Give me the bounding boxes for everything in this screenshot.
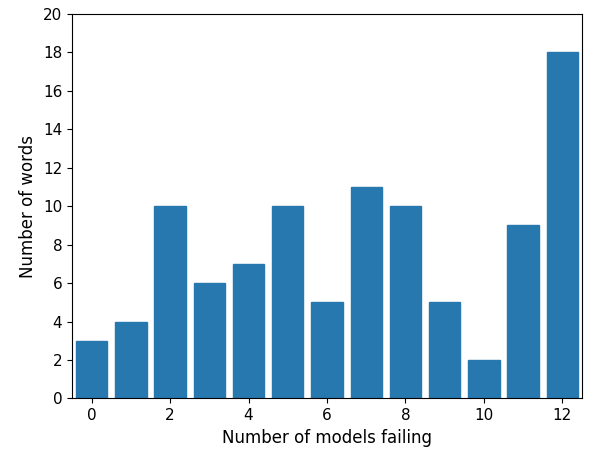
Bar: [547, 52, 578, 398]
Bar: [468, 360, 500, 398]
Bar: [154, 206, 186, 398]
Bar: [429, 302, 460, 398]
Bar: [115, 322, 146, 398]
Bar: [194, 283, 225, 398]
X-axis label: Number of models failing: Number of models failing: [222, 429, 432, 447]
Y-axis label: Number of words: Number of words: [19, 135, 37, 278]
Bar: [272, 206, 304, 398]
Bar: [311, 302, 343, 398]
Bar: [233, 264, 264, 398]
Bar: [76, 341, 107, 398]
Bar: [508, 225, 539, 398]
Bar: [390, 206, 421, 398]
Bar: [350, 187, 382, 398]
